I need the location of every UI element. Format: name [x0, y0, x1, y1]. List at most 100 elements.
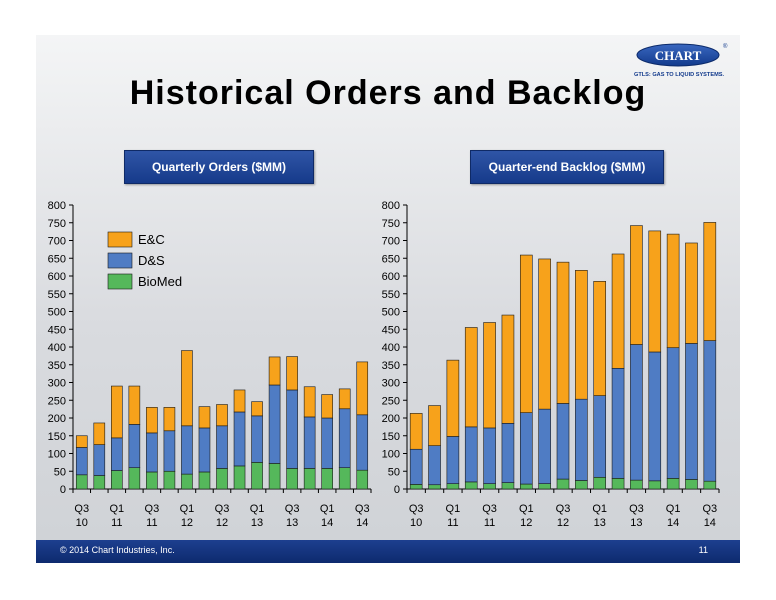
legend-swatch-ds: [107, 252, 133, 269]
orders-bar-biomed-4: [146, 471, 158, 490]
backlog-bar-biomed-15: [685, 479, 698, 490]
backlog-bar-biomed-11: [611, 478, 625, 490]
backlog-bar-biomed-0: [409, 484, 423, 490]
backlog-bar-ec-7: [538, 258, 551, 410]
orders-x-tick-label: 12: [181, 517, 193, 529]
backlog-bar-biomed-13: [648, 480, 662, 490]
backlog-x-tick-label: 14: [667, 517, 679, 529]
backlog-bar-ds-12: [630, 344, 643, 481]
orders-bar-ds-12: [286, 389, 298, 469]
backlog-bar-biomed-1: [428, 484, 441, 490]
orders-y-tick-label: 550: [48, 289, 66, 301]
backlog-x-tick-label: Q1: [519, 503, 534, 515]
backlog-bar-ds-5: [501, 423, 515, 483]
backlog-bar-ds-15: [685, 343, 698, 480]
backlog-y-tick-label: 250: [382, 395, 400, 407]
orders-x-tick-label: Q1: [180, 503, 195, 515]
legend-label-ds: D&S: [138, 253, 165, 268]
orders-bar-ds-8: [216, 425, 228, 469]
orders-x-tick-label: 11: [111, 517, 122, 529]
backlog-bar-biomed-3: [464, 481, 478, 490]
orders-x-tick-label: Q3: [355, 503, 370, 515]
backlog-bar-biomed-12: [630, 479, 643, 490]
orders-bar-ec-15: [338, 388, 351, 410]
backlog-bar-ds-14: [666, 347, 680, 479]
orders-y-tick-label: 750: [48, 218, 66, 230]
backlog-bar-ds-8: [556, 403, 570, 480]
orders-y-tick-label: 250: [48, 395, 66, 407]
orders-bar-biomed-0: [75, 474, 88, 490]
orders-x-tick-label: 13: [286, 517, 298, 529]
backlog-y-tick-label: 550: [382, 289, 400, 301]
orders-bar-ec-16: [356, 361, 369, 416]
legend-swatch-ec: [107, 231, 133, 248]
backlog-x-tick-label: 13: [594, 517, 606, 529]
orders-bar-biomed-1: [93, 475, 106, 490]
backlog-y-tick-label: 50: [388, 466, 400, 478]
orders-bar-ds-7: [198, 427, 211, 473]
orders-bar-ec-3: [128, 385, 141, 425]
backlog-x-tick-label: Q1: [592, 503, 607, 515]
orders-bar-biomed-2: [111, 470, 123, 490]
backlog-bar-biomed-2: [446, 483, 460, 490]
orders-y-tick-label: 50: [54, 466, 66, 478]
orders-bar-biomed-16: [356, 469, 369, 490]
orders-legend: E&C D&S BioMed: [107, 231, 182, 290]
backlog-bar-ec-15: [685, 242, 698, 344]
backlog-bar-ds-7: [538, 408, 551, 484]
orders-bar-ds-1: [93, 444, 106, 476]
charts-canvas: 0501001502002503003504004505005506006507…: [48, 200, 720, 529]
backlog-bar-ec-9: [575, 270, 588, 400]
orders-chart: 0 50 100 150 200 250 300 350 400 450 500 550 600 650 7…: [48, 200, 372, 529]
backlog-bar-biomed-7: [538, 483, 551, 490]
orders-bar-biomed-6: [181, 473, 193, 490]
backlog-bar-biomed-4: [483, 483, 496, 490]
orders-bar-ds-10: [251, 415, 263, 463]
backlog-x-tick-label: Q3: [556, 503, 571, 515]
orders-bar-ds-16: [356, 414, 369, 471]
orders-y-tick-label: 500: [48, 307, 66, 319]
backlog-x-tick-label: 12: [520, 517, 532, 529]
orders-y-tick-label: 0: [60, 484, 66, 496]
chart-logo-name: CHART: [655, 48, 702, 63]
backlog-y-tick-label: 700: [382, 236, 400, 248]
backlog-bar-ds-10: [593, 395, 607, 478]
backlog-x-tick-label: 11: [447, 517, 458, 529]
backlog-bar-ec-2: [446, 359, 460, 437]
orders-x-tick-label: 10: [76, 517, 88, 529]
backlog-bar-ds-1: [428, 445, 441, 486]
backlog-y-tick-label: 500: [382, 307, 400, 319]
orders-bar-ec-1: [93, 422, 106, 445]
orders-x-tick-label: Q3: [215, 503, 230, 515]
chart-logo-registered: ®: [723, 43, 728, 50]
backlog-bar-ec-0: [409, 413, 423, 450]
backlog-bar-ec-8: [556, 261, 570, 404]
orders-chart-header: Quarterly Orders ($MM): [124, 150, 314, 184]
backlog-bar-ds-2: [446, 436, 460, 484]
orders-bar-ec-6: [181, 350, 193, 427]
backlog-x-tick-label: 12: [557, 517, 569, 529]
backlog-bar-biomed-5: [501, 482, 515, 490]
orders-bar-ds-14: [321, 417, 333, 469]
slide-title: Historical Orders and Backlog: [129, 74, 647, 112]
orders-bar-ds-11: [268, 384, 281, 464]
orders-bar-ec-14: [321, 394, 333, 419]
orders-bar-biomed-10: [251, 462, 263, 490]
backlog-y-tick-label: 300: [382, 378, 400, 390]
backlog-bar-ec-14: [666, 233, 680, 349]
backlog-bar-ec-4: [483, 322, 496, 429]
orders-y-tick-label: 300: [48, 378, 66, 390]
backlog-bar-ec-12: [630, 225, 643, 345]
legend-label-biomed: BioMed: [138, 274, 182, 289]
footer-bar: © 2014 Chart Industries, Inc. 11: [36, 540, 740, 563]
backlog-bar-ec-11: [611, 253, 625, 369]
orders-y-tick-label: 400: [48, 342, 66, 354]
orders-bar-biomed-15: [338, 467, 351, 490]
backlog-y-tick-label: 750: [382, 218, 400, 230]
backlog-y-tick-label: 650: [382, 253, 400, 265]
orders-bar-biomed-8: [216, 468, 228, 490]
orders-bar-ec-9: [233, 389, 246, 413]
backlog-x-tick-label: Q1: [666, 503, 681, 515]
backlog-bar-ds-0: [409, 448, 423, 485]
orders-bar-ds-3: [128, 424, 141, 469]
